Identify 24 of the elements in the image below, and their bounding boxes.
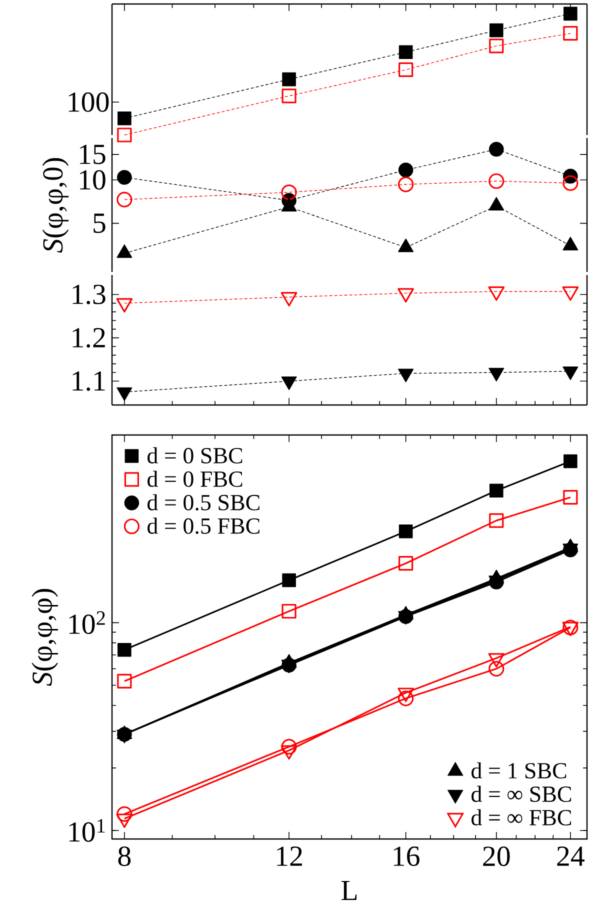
y-tick-label: 15 [80, 144, 106, 164]
x-axis-title: L [341, 880, 357, 900]
y-tick-label: 10$^{1}$ [69, 819, 105, 842]
x-tick-label: 20 [483, 846, 510, 866]
legend-label: d = 0.5 FBC [148, 518, 260, 534]
x-tick-label: 24 [557, 846, 584, 866]
y-tick-label: 1.3 [72, 284, 106, 304]
text: 100 [68, 92, 109, 112]
legend-label: d = 0 FBC [148, 470, 242, 487]
legend-label: d = 1 SBC [472, 762, 566, 779]
y-tick-label: 1.2 [72, 328, 105, 348]
legend-label: d = 0 SBC [148, 447, 242, 464]
y-tick-label: 10 [80, 170, 106, 190]
x-tick-label: 12 [277, 846, 302, 866]
y-tick-label: 5 [94, 214, 106, 233]
y-tick-label: 1.1 [72, 371, 105, 391]
x-tick-label: 16 [394, 846, 420, 866]
legend-label: d = 0.5 SBC [148, 494, 260, 510]
y-tick-label: 10$^{2}$ [69, 611, 105, 634]
legend-label: d = ∞ FBC [472, 809, 572, 826]
y-axis-title: S(φ,φ,0) [42, 158, 69, 253]
x-tick-label: 8 [118, 846, 131, 866]
legend-label: d = ∞ SBC [472, 786, 572, 802]
y-axis-title: S(φ,φ,φ) [32, 589, 58, 686]
